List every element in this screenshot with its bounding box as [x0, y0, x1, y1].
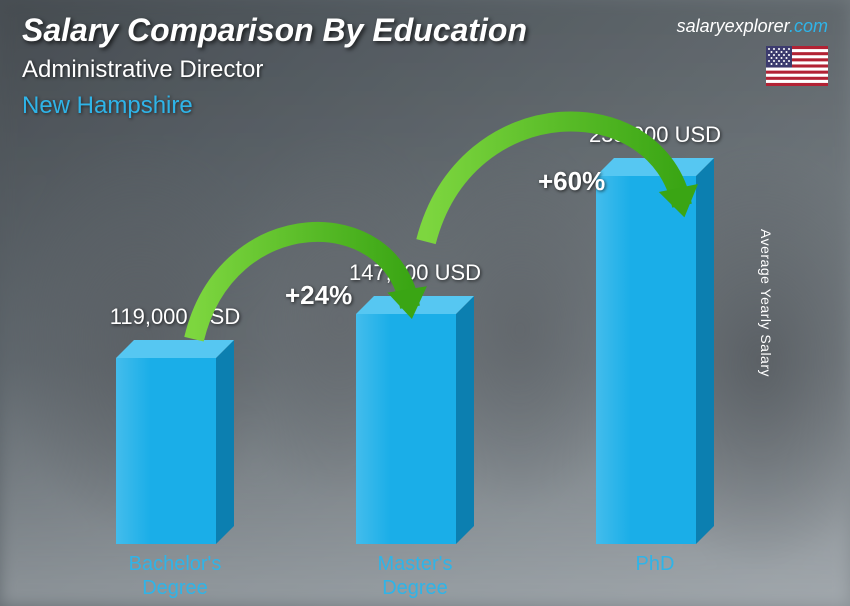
brand-name: salaryexplorer: [677, 16, 789, 36]
page-title: Salary Comparison By Education: [22, 12, 527, 49]
increase-label-1: +60%: [538, 166, 605, 197]
bar-label-0: Bachelor'sDegree: [100, 552, 250, 600]
bar-label-2: PhD: [580, 552, 730, 576]
brand-suffix: .com: [789, 16, 828, 36]
us-flag-icon: [766, 46, 828, 86]
job-title: Administrative Director: [22, 56, 263, 84]
location-label: New Hampshire: [22, 92, 193, 120]
bar-0: 119,000 USDBachelor'sDegree: [100, 358, 250, 544]
increase-label-0: +24%: [285, 280, 352, 311]
brand-logo: salaryexplorer.com: [677, 16, 828, 37]
bar-chart: 119,000 USDBachelor'sDegree147,000 USDMa…: [40, 124, 790, 544]
bar-label-1: Master'sDegree: [340, 552, 490, 600]
chart-container: Salary Comparison By Education Administr…: [0, 0, 850, 606]
